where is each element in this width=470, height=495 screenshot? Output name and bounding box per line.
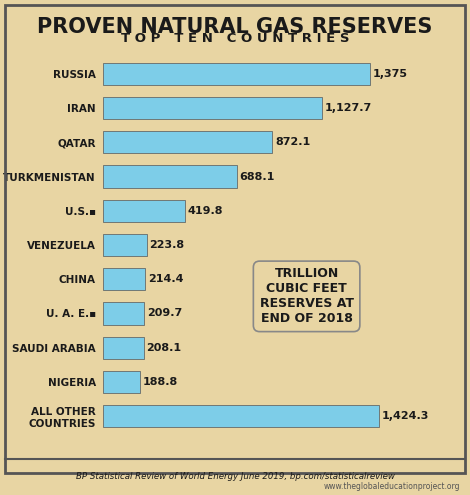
Text: 419.8: 419.8 (188, 206, 223, 216)
Bar (103, 199, 185, 222)
Bar (103, 302, 144, 325)
Bar (103, 97, 321, 119)
Text: 188.8: 188.8 (143, 377, 178, 387)
Text: 1,424.3: 1,424.3 (382, 411, 429, 421)
Text: TRILLION
CUBIC FEET
RESERVES AT
END OF 2018: TRILLION CUBIC FEET RESERVES AT END OF 2… (259, 267, 353, 325)
Text: 208.1: 208.1 (147, 343, 182, 353)
Text: 1,375: 1,375 (372, 69, 407, 79)
Bar (103, 131, 272, 153)
Text: 223.8: 223.8 (149, 240, 185, 250)
Text: T O P   T E N   C O U N T R I E S: T O P T E N C O U N T R I E S (121, 32, 349, 45)
Bar (103, 234, 147, 256)
Bar (103, 337, 144, 359)
Text: 209.7: 209.7 (147, 308, 182, 318)
Text: PROVEN NATURAL GAS RESERVES: PROVEN NATURAL GAS RESERVES (37, 17, 433, 37)
Bar (103, 165, 236, 188)
Text: 1,127.7: 1,127.7 (325, 103, 372, 113)
Bar (103, 268, 145, 291)
Text: 872.1: 872.1 (275, 137, 310, 148)
Bar (103, 63, 369, 85)
Text: www.theglobaleducationproject.org: www.theglobaleducationproject.org (324, 482, 461, 491)
Bar (103, 371, 140, 393)
Bar (103, 405, 379, 427)
Text: 688.1: 688.1 (240, 172, 275, 182)
Text: 214.4: 214.4 (148, 274, 183, 284)
Text: BP Statistical Review of World Energy June 2019, bp.com/statisticalreview: BP Statistical Review of World Energy Ju… (76, 472, 394, 481)
